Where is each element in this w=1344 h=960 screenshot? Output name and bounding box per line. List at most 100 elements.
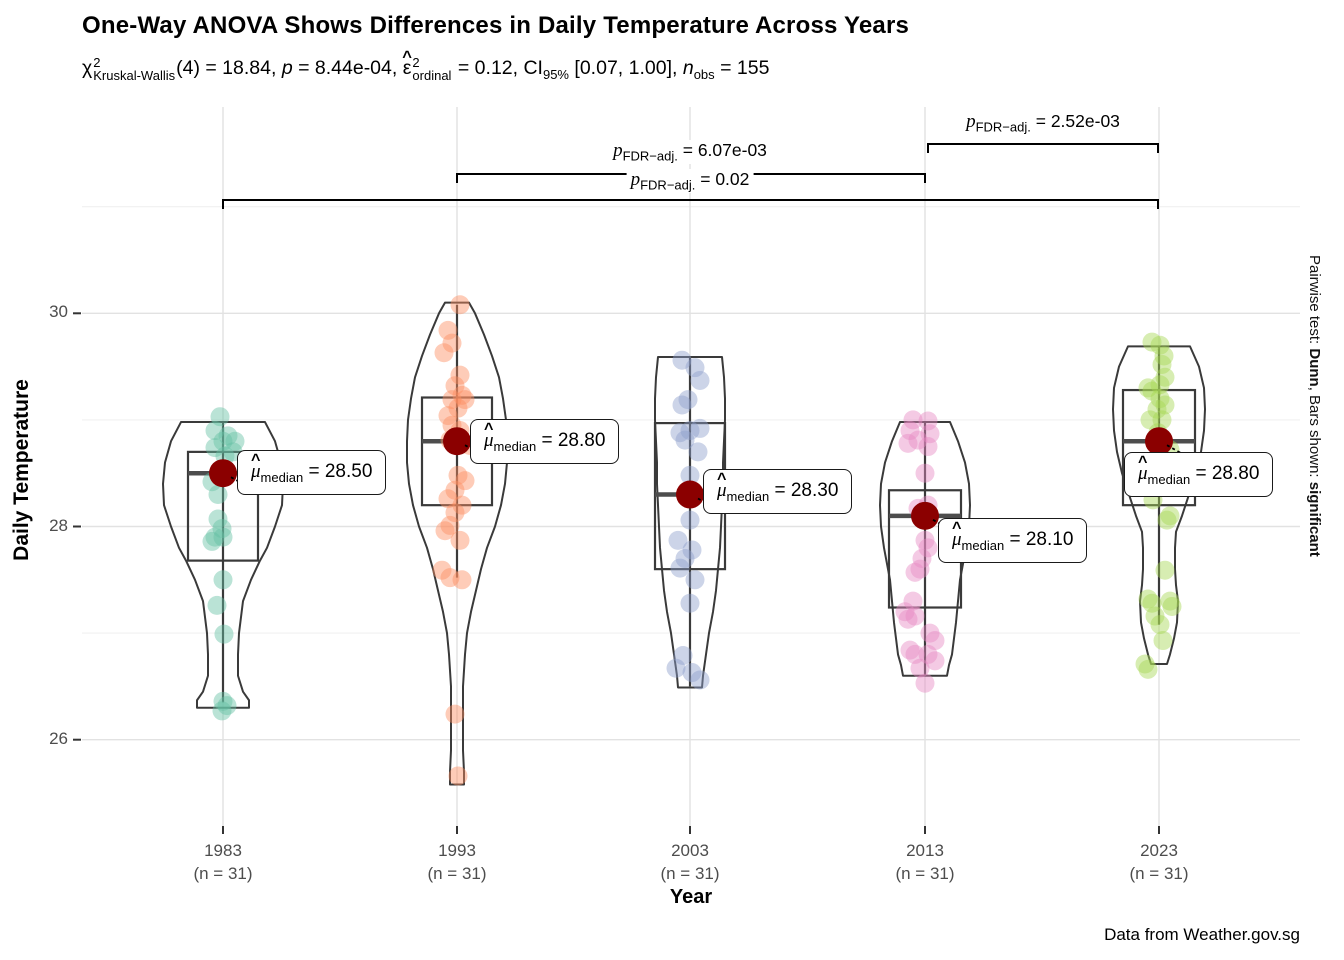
data-point-1993 — [440, 515, 460, 535]
data-point-2023 — [1154, 346, 1174, 366]
data-point-2023 — [1138, 659, 1158, 679]
x-tick-label: 2023 (n = 31) — [1129, 839, 1188, 885]
data-point-2023 — [1142, 593, 1162, 613]
x-tick-label: 2003 (n = 31) — [660, 839, 719, 885]
p-symbol: p — [281, 57, 293, 80]
median-dot-1993 — [443, 427, 471, 456]
mu-symbol: μ — [717, 480, 727, 501]
mu-hat: ^ μ — [484, 420, 494, 452]
data-point-2013 — [908, 430, 928, 450]
data-point-2013 — [918, 437, 938, 457]
violin-2013 — [879, 421, 971, 677]
y-axis-title: Daily Temperature — [10, 379, 33, 561]
data-point-1993 — [432, 560, 452, 580]
median-label-2023: ^ μmedian = 28.80 — [1124, 452, 1274, 497]
data-point-1993 — [445, 480, 465, 500]
data-point-1993 — [438, 406, 458, 426]
epsilon-scripts: 2 ordinal — [412, 55, 452, 83]
data-point-1993 — [445, 704, 465, 724]
data-point-1993 — [450, 295, 470, 315]
x-tick-year: 2023 — [1140, 841, 1178, 860]
x-tick-n: (n = 31) — [660, 864, 720, 883]
box-1983 — [186, 450, 260, 562]
data-point-2013 — [910, 658, 930, 678]
data-point-1993 — [434, 343, 454, 363]
pairwise-note-emphasis: significant — [1306, 481, 1323, 557]
data-point-2023 — [1150, 375, 1170, 395]
data-point-2013 — [900, 421, 920, 441]
median-value: = 28.10 — [1004, 529, 1074, 550]
x-tick-year: 2003 — [671, 841, 709, 860]
x-tick-label: 2013 (n = 31) — [895, 839, 954, 885]
pairwise-note-prefix: Pairwise test: — [1306, 255, 1323, 349]
data-point-1993 — [445, 503, 465, 523]
data-point-2013 — [910, 559, 930, 579]
data-point-2003 — [668, 530, 688, 550]
median-label-1983: ^ μmedian = 28.50 — [237, 450, 387, 495]
box-2023 — [1121, 388, 1197, 507]
x-tick-n: (n = 31) — [1129, 864, 1189, 883]
violin-1983 — [162, 421, 284, 709]
data-point-2003 — [666, 658, 686, 678]
ci-sub: 95% — [542, 67, 569, 83]
data-point-1983 — [205, 527, 225, 547]
data-point-1993 — [450, 365, 470, 385]
hat-mark: ^ — [484, 420, 494, 438]
data-point-1983 — [205, 421, 225, 441]
data-point-2013 — [903, 410, 923, 430]
data-point-1993 — [445, 376, 465, 396]
chart-title: One-Way ANOVA Shows Differences in Daily… — [82, 12, 910, 39]
pairwise-note-test: Dunn — [1306, 348, 1323, 387]
data-point-2003 — [685, 570, 705, 590]
data-point-1983 — [213, 570, 233, 590]
data-point-2013 — [918, 538, 938, 558]
data-point-2003 — [672, 395, 692, 415]
data-point-2003 — [680, 465, 700, 485]
data-point-2013 — [920, 424, 940, 444]
data-point-2013 — [915, 673, 935, 693]
data-point-1993 — [435, 521, 455, 541]
data-point-1993 — [455, 471, 475, 491]
y-tick-label: 26 — [49, 728, 68, 748]
data-point-2023 — [1142, 332, 1162, 352]
data-point-2003 — [680, 421, 700, 441]
data-point-1983 — [212, 701, 232, 721]
hat-mark: ^ — [717, 470, 727, 488]
data-point-2023 — [1140, 410, 1160, 430]
data-point-1983 — [213, 527, 233, 547]
x-tick-n: (n = 31) — [427, 864, 487, 883]
data-point-1993 — [450, 530, 470, 550]
epsilon-symbol: ^ ε — [402, 46, 412, 80]
data-point-2003 — [673, 645, 693, 665]
n-symbol: n — [682, 57, 694, 80]
mu-symbol: μ — [1138, 463, 1148, 484]
x-tick-n: (n = 31) — [193, 864, 253, 883]
data-point-1983 — [214, 624, 234, 644]
stat-seg5: = 155 — [714, 57, 770, 80]
median-subscript: median — [961, 537, 1005, 553]
data-point-1993 — [448, 398, 468, 418]
stat-seg1: (4) = 18.84, — [176, 57, 282, 80]
chi-symbol: χ — [82, 57, 93, 80]
data-point-2023 — [1155, 560, 1175, 580]
data-point-2013 — [918, 644, 938, 664]
data-point-2013 — [905, 562, 925, 582]
data-point-1983 — [212, 519, 232, 539]
data-point-2023 — [1138, 378, 1158, 398]
data-point-2023 — [1162, 596, 1182, 616]
data-point-2023 — [1155, 395, 1175, 415]
data-point-2023 — [1138, 589, 1158, 609]
p-italic: p — [613, 140, 623, 161]
p-value: = 0.02 — [695, 169, 750, 189]
data-point-1993 — [452, 495, 472, 515]
data-point-2013 — [905, 606, 925, 626]
x-tick-n: (n = 31) — [895, 864, 955, 883]
data-point-1983 — [225, 431, 245, 451]
data-point-1983 — [207, 595, 227, 615]
pairwise-note-middle: , Bars shown: — [1306, 386, 1323, 482]
data-point-2003 — [675, 430, 695, 450]
median-value: = 28.80 — [536, 430, 606, 451]
x-tick-year: 2013 — [906, 841, 944, 860]
caption: Data from Weather.gov.sg — [1104, 925, 1300, 944]
